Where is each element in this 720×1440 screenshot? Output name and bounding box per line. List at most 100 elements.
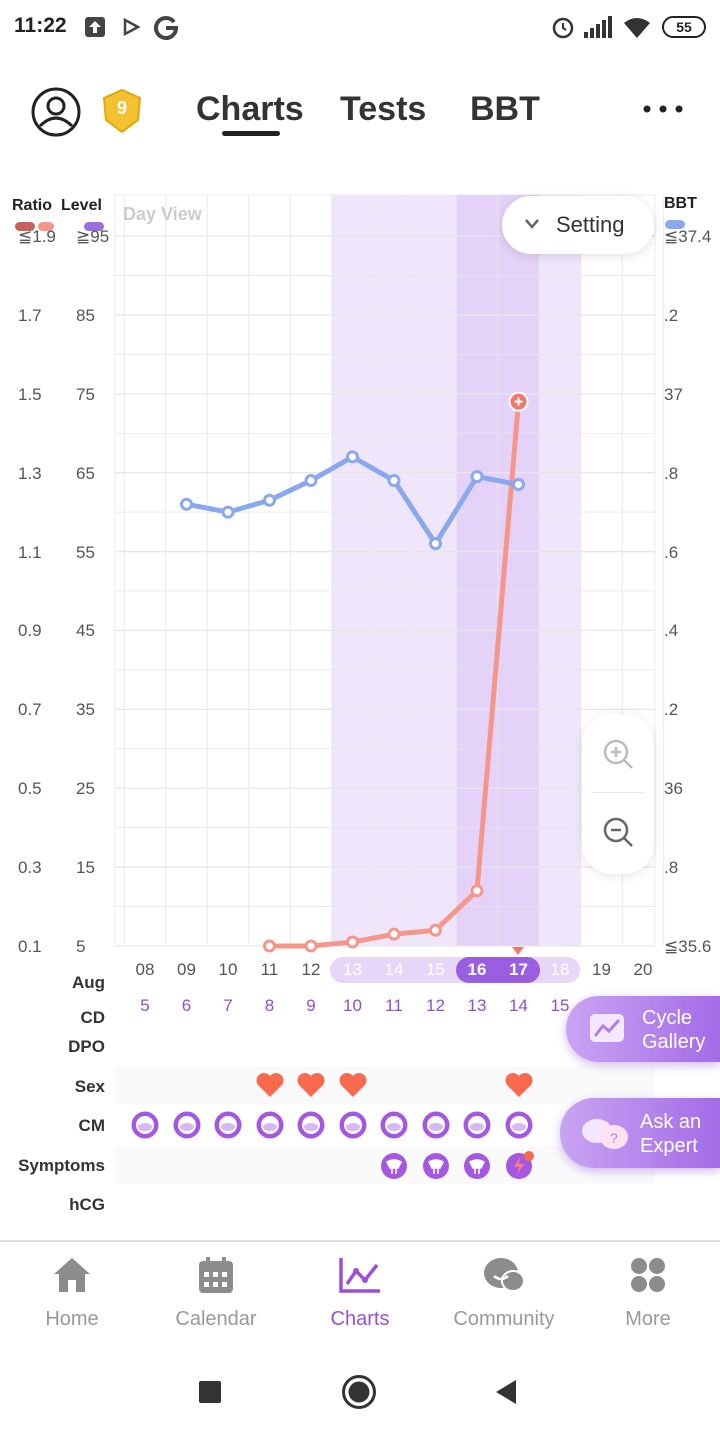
nav-community[interactable]: Community	[434, 1242, 574, 1342]
recents-icon[interactable]	[198, 1380, 222, 1404]
level-tick-label: 5	[76, 937, 86, 956]
cervical-mucus-icon[interactable]	[338, 1110, 368, 1140]
date-label[interactable]: 11	[260, 960, 279, 979]
date-label[interactable]: 17	[509, 960, 528, 979]
cramp-symptom-icon[interactable]	[505, 1150, 535, 1182]
sex-label: Sex	[74, 1077, 105, 1096]
ratio-tick-label: 1.7	[18, 305, 42, 325]
cycle-day-label: 7	[223, 996, 233, 1015]
ratio-legend-swatch	[15, 222, 35, 231]
level-legend-swatch	[84, 222, 104, 231]
cervical-mucus-icon[interactable]	[172, 1110, 202, 1140]
bbt-data-point	[221, 505, 235, 519]
bbt-data-point	[429, 537, 442, 551]
month-label: Aug	[71, 973, 105, 992]
cervical-mucus-icon[interactable]	[504, 1110, 534, 1140]
uterus-symptom-icon[interactable]	[422, 1150, 452, 1182]
setting-button[interactable]: Setting	[502, 196, 654, 254]
zoom-out-icon[interactable]	[602, 816, 634, 848]
bbt-tick-label: .8	[664, 858, 679, 878]
level-data-point	[263, 939, 276, 953]
cycle-day-label: 5	[140, 996, 150, 1015]
cervical-mucus-icon[interactable]	[379, 1110, 409, 1140]
date-label[interactable]: 12	[301, 960, 321, 979]
nav-charts[interactable]: Charts	[290, 1242, 430, 1342]
today-marker-icon	[512, 947, 524, 955]
google-icon	[154, 16, 179, 40]
uterus-symptom-icon[interactable]	[463, 1150, 493, 1182]
signal-icon	[584, 16, 612, 38]
nav-calendar[interactable]: Calendar	[146, 1242, 286, 1342]
date-label[interactable]: 18	[550, 960, 570, 979]
date-label[interactable]: 09	[177, 960, 196, 979]
date-label[interactable]: 13	[343, 960, 362, 979]
date-label[interactable]: 10	[218, 960, 238, 979]
cervical-mucus-icon[interactable]	[462, 1110, 492, 1140]
heart-icon[interactable]	[504, 1072, 534, 1098]
level-tick-label: 85	[76, 305, 95, 325]
tab-tests[interactable]: Tests	[340, 90, 427, 128]
heart-icon[interactable]	[296, 1072, 326, 1098]
cm-label: CM	[78, 1116, 105, 1135]
cycle-day-label: 13	[467, 996, 487, 1015]
level-tick-label: 15	[76, 858, 95, 878]
bbt-tick-label: .6	[664, 542, 679, 562]
date-label[interactable]: 16	[467, 960, 487, 979]
play-store-icon	[123, 18, 140, 36]
ratio-tick-label: 0.5	[18, 779, 42, 799]
back-icon[interactable]	[494, 1378, 518, 1406]
level-data-point	[304, 939, 318, 953]
tab-bbt[interactable]: BBT	[470, 90, 540, 128]
cervical-mucus-icon[interactable]	[421, 1110, 451, 1140]
profile-icon[interactable]	[30, 86, 82, 138]
level-badge[interactable]: 9	[102, 88, 142, 134]
ask-expert-label: Ask an Expert	[640, 1111, 702, 1157]
more-icon	[631, 1258, 665, 1292]
cycle-gallery-button[interactable]: Cycle Gallery	[566, 996, 720, 1062]
bbt-data-point	[512, 478, 525, 491]
cervical-mucus-icon[interactable]	[213, 1110, 243, 1140]
bbt-legend-swatch	[665, 220, 685, 229]
date-label[interactable]: 15	[426, 960, 445, 979]
cycle-day-label: 9	[306, 996, 316, 1015]
tab-charts[interactable]: Charts	[196, 90, 304, 128]
date-label[interactable]: 08	[135, 960, 155, 979]
bbt-data-point	[387, 474, 401, 488]
level-tick-label: ≧95	[76, 227, 110, 246]
cervical-mucus-icon[interactable]	[255, 1110, 285, 1140]
chart-area[interactable]	[0, 190, 720, 960]
cervical-mucus-icon[interactable]	[130, 1110, 160, 1140]
heart-icon[interactable]	[255, 1072, 285, 1098]
zoom-panel	[582, 714, 654, 874]
date-label[interactable]: 20	[633, 960, 653, 979]
level-tick-label: 45	[76, 621, 95, 641]
date-label[interactable]: 19	[592, 960, 611, 979]
level-header: Level	[61, 197, 102, 214]
badge-level: 9	[116, 98, 127, 118]
ratio-tick-label: 0.1	[18, 937, 42, 956]
chat-question-icon: ?	[582, 1119, 628, 1149]
nav-more-label: More	[625, 1308, 671, 1330]
level-peak-plus-icon	[514, 397, 523, 406]
zoom-in-icon[interactable]	[602, 738, 634, 770]
nav-more[interactable]: More	[578, 1242, 718, 1342]
heart-icon[interactable]	[338, 1072, 368, 1098]
zoom-divider	[592, 792, 644, 793]
cervical-mucus-icon[interactable]	[296, 1110, 326, 1140]
nav-home[interactable]: Home	[2, 1242, 142, 1342]
more-options-icon[interactable]	[642, 102, 686, 116]
level-tick-label: 65	[76, 463, 95, 483]
date-label[interactable]: 14	[384, 960, 404, 979]
bbt-tick-label: ≦37.4	[664, 227, 712, 246]
level-data-point	[346, 935, 359, 949]
uterus-symptom-icon[interactable]	[380, 1150, 410, 1182]
ratio-tick-label: 0.7	[18, 700, 42, 720]
level-tick-label: 55	[76, 542, 95, 562]
ratio-tick-label: 0.9	[18, 621, 42, 641]
tab-active-indicator	[222, 131, 280, 136]
home-button-icon[interactable]	[341, 1374, 377, 1410]
level-data-point	[470, 884, 484, 898]
ask-expert-button[interactable]: ? Ask an Expert	[560, 1098, 720, 1168]
nav-charts-label: Charts	[330, 1308, 390, 1330]
setting-label: Setting	[556, 212, 625, 237]
